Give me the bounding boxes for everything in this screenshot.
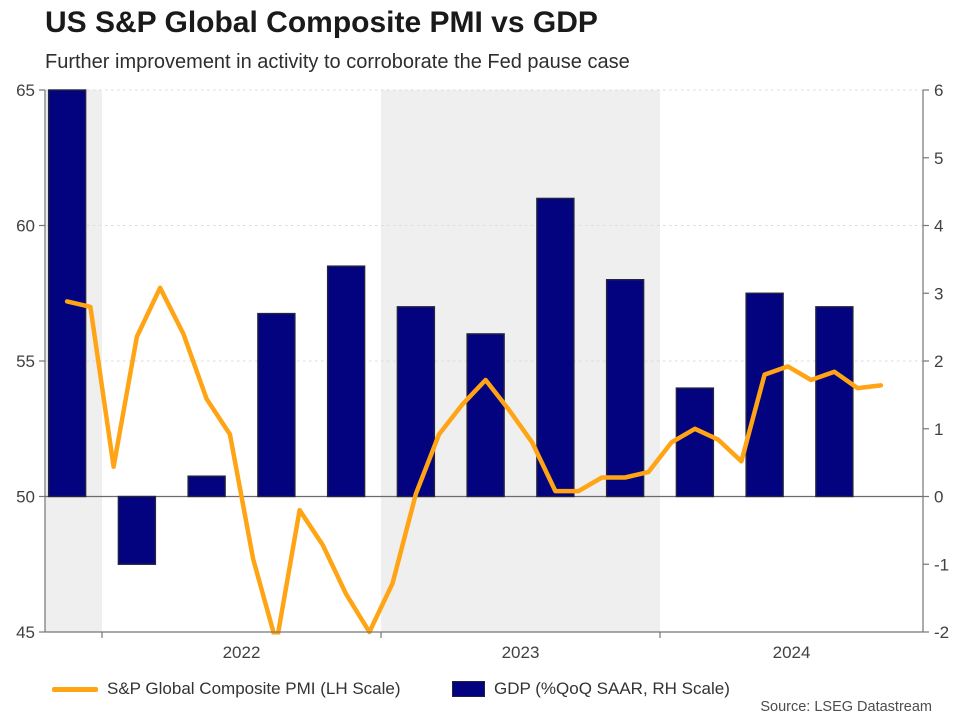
chart-title: US S&P Global Composite PMI vs GDP	[45, 6, 598, 39]
gdp-bar	[47, 89, 87, 498]
gdp-bars	[47, 89, 854, 565]
legend-item-pmi: S&P Global Composite PMI (LH Scale)	[52, 676, 401, 702]
gdp-bar	[536, 197, 575, 498]
left-axis-tick-label: 50	[16, 488, 35, 507]
x-axis-labels: 2022 2023 2024	[223, 643, 811, 662]
right-axis-tick-label: 2	[934, 352, 943, 371]
left-axis-labels: 45 50 55 60 65	[16, 81, 35, 642]
axis-ticks	[39, 89, 929, 638]
x-axis-year-label: 2024	[773, 643, 811, 662]
right-axis-tick-label: 1	[934, 420, 943, 439]
right-axis-tick-label: -1	[934, 555, 949, 574]
gdp-bar	[466, 333, 505, 498]
pmi-line-group	[64, 285, 884, 635]
x-axis-year-label: 2023	[502, 643, 540, 662]
right-axis-tick-label: 0	[934, 488, 943, 507]
left-axis-tick-label: 60	[16, 217, 35, 236]
gdp-bar	[257, 312, 296, 498]
right-axis-labels: -2 -1 0 1 2 3 4 5 6	[934, 81, 949, 642]
gdp-bar-swatch	[452, 681, 485, 697]
source-credit: Source: LSEG Datastream	[760, 699, 932, 715]
right-axis-tick-label: -2	[934, 623, 949, 642]
gdp-bar	[745, 292, 784, 498]
right-axis-tick-label: 3	[934, 284, 943, 303]
pmi-line	[64, 285, 884, 635]
legend-label-gdp: GDP (%QoQ SAAR, RH Scale)	[494, 679, 730, 698]
chart-subtitle: Further improvement in activity to corro…	[45, 51, 630, 73]
left-axis-tick-label: 65	[16, 81, 35, 100]
right-axis-tick-label: 6	[934, 81, 943, 100]
gdp-bar	[326, 265, 366, 498]
gdp-bar	[675, 387, 715, 498]
gdp-bar	[187, 475, 226, 498]
left-axis-tick-label: 55	[16, 352, 35, 371]
legend-item-gdp: GDP (%QoQ SAAR, RH Scale)	[452, 676, 730, 702]
right-axis-tick-label: 5	[934, 149, 943, 168]
gdp-bar	[396, 306, 436, 498]
x-axis-year-label: 2022	[223, 643, 261, 662]
gdp-bar	[605, 279, 645, 498]
chart-legend: S&P Global Composite PMI (LH Scale) GDP …	[0, 676, 960, 702]
legend-label-pmi: S&P Global Composite PMI (LH Scale)	[107, 679, 401, 698]
right-axis-tick-label: 4	[934, 217, 943, 236]
gdp-bar	[117, 495, 157, 565]
pmi-line-swatch	[52, 686, 98, 692]
left-axis-tick-label: 45	[16, 623, 35, 642]
gdp-bar	[815, 306, 854, 498]
